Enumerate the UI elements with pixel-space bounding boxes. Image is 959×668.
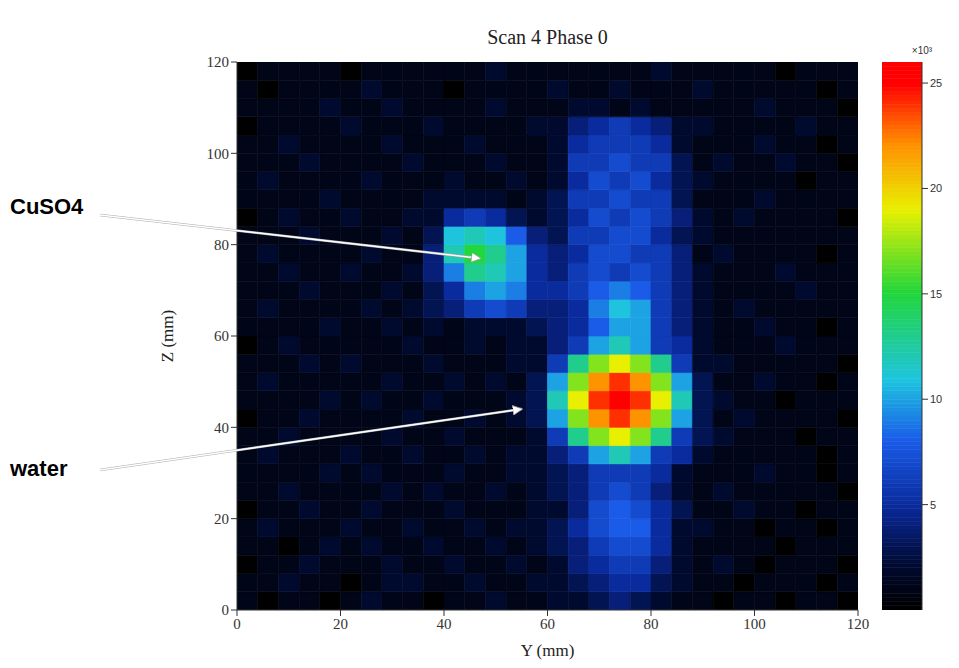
svg-text:×10³: ×10³ [912,45,933,56]
svg-text:80: 80 [214,237,229,253]
svg-text:60: 60 [214,328,229,344]
svg-text:water: water [9,456,68,481]
svg-text:40: 40 [214,420,229,436]
svg-text:40: 40 [437,616,452,632]
svg-text:0: 0 [222,602,230,618]
svg-text:20: 20 [930,182,942,194]
svg-text:100: 100 [743,616,766,632]
svg-text:0: 0 [233,616,241,632]
svg-text:25: 25 [930,77,942,89]
svg-text:80: 80 [644,616,659,632]
svg-text:20: 20 [214,511,229,527]
svg-text:Scan 4 Phase 0: Scan 4 Phase 0 [487,26,608,48]
svg-text:60: 60 [540,616,555,632]
svg-text:120: 120 [847,616,870,632]
svg-text:15: 15 [930,288,942,300]
svg-text:Z (mm): Z (mm) [158,310,177,362]
svg-text:10: 10 [930,393,942,405]
svg-text:20: 20 [333,616,348,632]
svg-text:CuSO4: CuSO4 [10,194,84,219]
svg-text:100: 100 [207,146,230,162]
svg-text:Y (mm): Y (mm) [521,641,575,660]
svg-text:5: 5 [930,499,936,511]
svg-text:120: 120 [207,54,230,70]
